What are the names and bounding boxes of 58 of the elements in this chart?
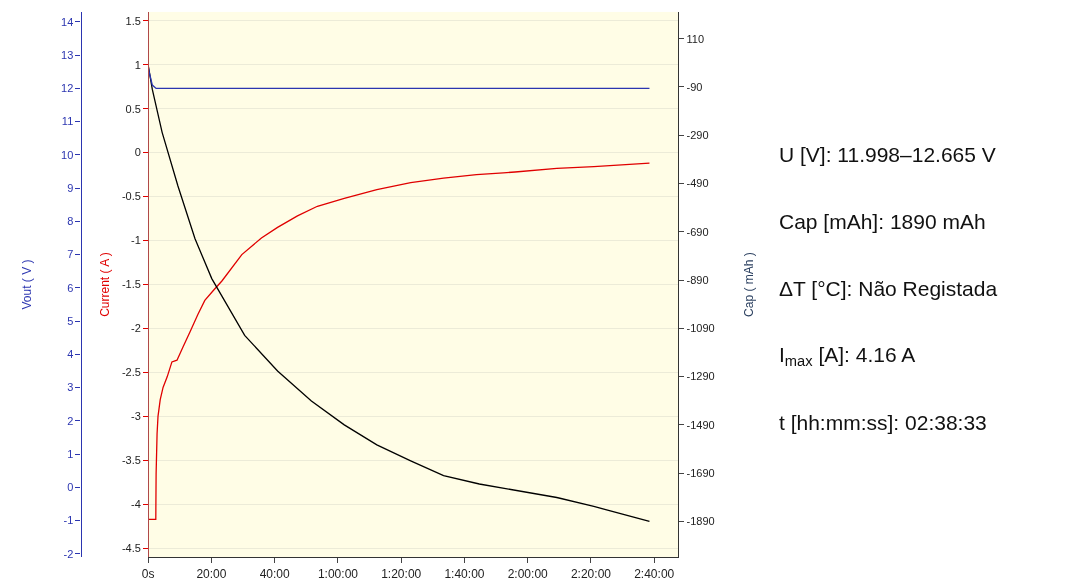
y3-tick-label: 11: [61, 115, 74, 128]
y-tick-label: -3: [131, 410, 141, 423]
x-tick-label: 40:00: [259, 566, 291, 581]
x-tick-label: 1:40:00: [444, 566, 485, 581]
y3-tick-label: 1: [67, 447, 74, 460]
x-tick-label: 2:40:00: [634, 566, 675, 581]
y3-tick-label: 4: [67, 348, 74, 361]
y-tick-label: -4.5: [121, 542, 141, 555]
x-tick-label: 1:20:00: [381, 566, 422, 581]
x-tick-label: 0s: [141, 566, 155, 581]
y-tick-label: -2: [131, 322, 141, 335]
y3-axis-title: Vout ( V ): [20, 259, 35, 310]
text: U [V]: 11.998–12.665 V: [779, 143, 996, 166]
y3-tick-label: 9: [67, 181, 74, 194]
text: Cap [mAh]: 1890 mAh: [779, 210, 986, 233]
y-tick-label: -1.5: [121, 278, 141, 291]
y3-tick-label: 8: [67, 215, 74, 228]
y-tick-label: -4: [131, 498, 141, 511]
y-tick-label: -1: [131, 234, 141, 247]
y3-tick-label: 6: [67, 281, 74, 294]
y2-tick-label: 110: [686, 32, 705, 45]
y2-tick-label: -890: [686, 273, 709, 286]
text: t [hh:mm:ss]: 02:38:33: [779, 411, 987, 434]
y-tick-label: -3.5: [121, 454, 141, 467]
y2-tick-label: -90: [686, 80, 703, 93]
x-tick-label: 2:00:00: [507, 566, 549, 581]
y3-tick-label: 0: [67, 481, 74, 494]
y-tick-label: -2.5: [121, 366, 141, 379]
y2-tick-label: -1090: [686, 322, 715, 335]
y3-tick-label: 14: [61, 15, 74, 28]
x-tick-label: 2:20:00: [570, 566, 612, 581]
y3-tick-label: 7: [67, 248, 74, 261]
x-tick-label: 1:00:00: [317, 566, 359, 581]
y2-tick-label: -490: [686, 177, 709, 190]
y2-tick-label: -690: [686, 225, 709, 238]
text: ΔT [°C]: Não Registada: [779, 277, 998, 300]
y3-tick-label: -1: [63, 514, 74, 527]
text: I$_{max}$ [A]: 4.16 A: [779, 343, 916, 370]
y2-tick-label: -1890: [686, 515, 715, 528]
y3-tick-label: 3: [67, 381, 74, 394]
y3-tick-label: 2: [67, 414, 74, 427]
y3-tick-label: 13: [61, 49, 74, 62]
y-tick-label: -0.5: [121, 190, 141, 203]
y3-tick-label: 10: [61, 148, 74, 161]
y-tick-label: 0: [134, 146, 141, 159]
y-tick-label: 1.5: [125, 14, 141, 27]
y2-tick-label: -290: [686, 129, 709, 142]
y2-tick-label: -1690: [686, 466, 715, 479]
y3-tick-label: -2: [63, 547, 74, 560]
y2-axis-title: Cap ( mAh ): [741, 252, 756, 317]
y2-tick-label: -1490: [686, 418, 715, 431]
y-tick-label: 0.5: [125, 102, 141, 115]
y3-tick-label: 12: [61, 82, 74, 95]
y-tick-label: 1: [134, 58, 141, 71]
y2-tick-label: -1290: [686, 370, 715, 383]
y-axis-title: Current ( A ): [98, 252, 113, 317]
y3-tick-label: 5: [67, 314, 74, 327]
x-tick-label: 20:00: [196, 566, 227, 581]
